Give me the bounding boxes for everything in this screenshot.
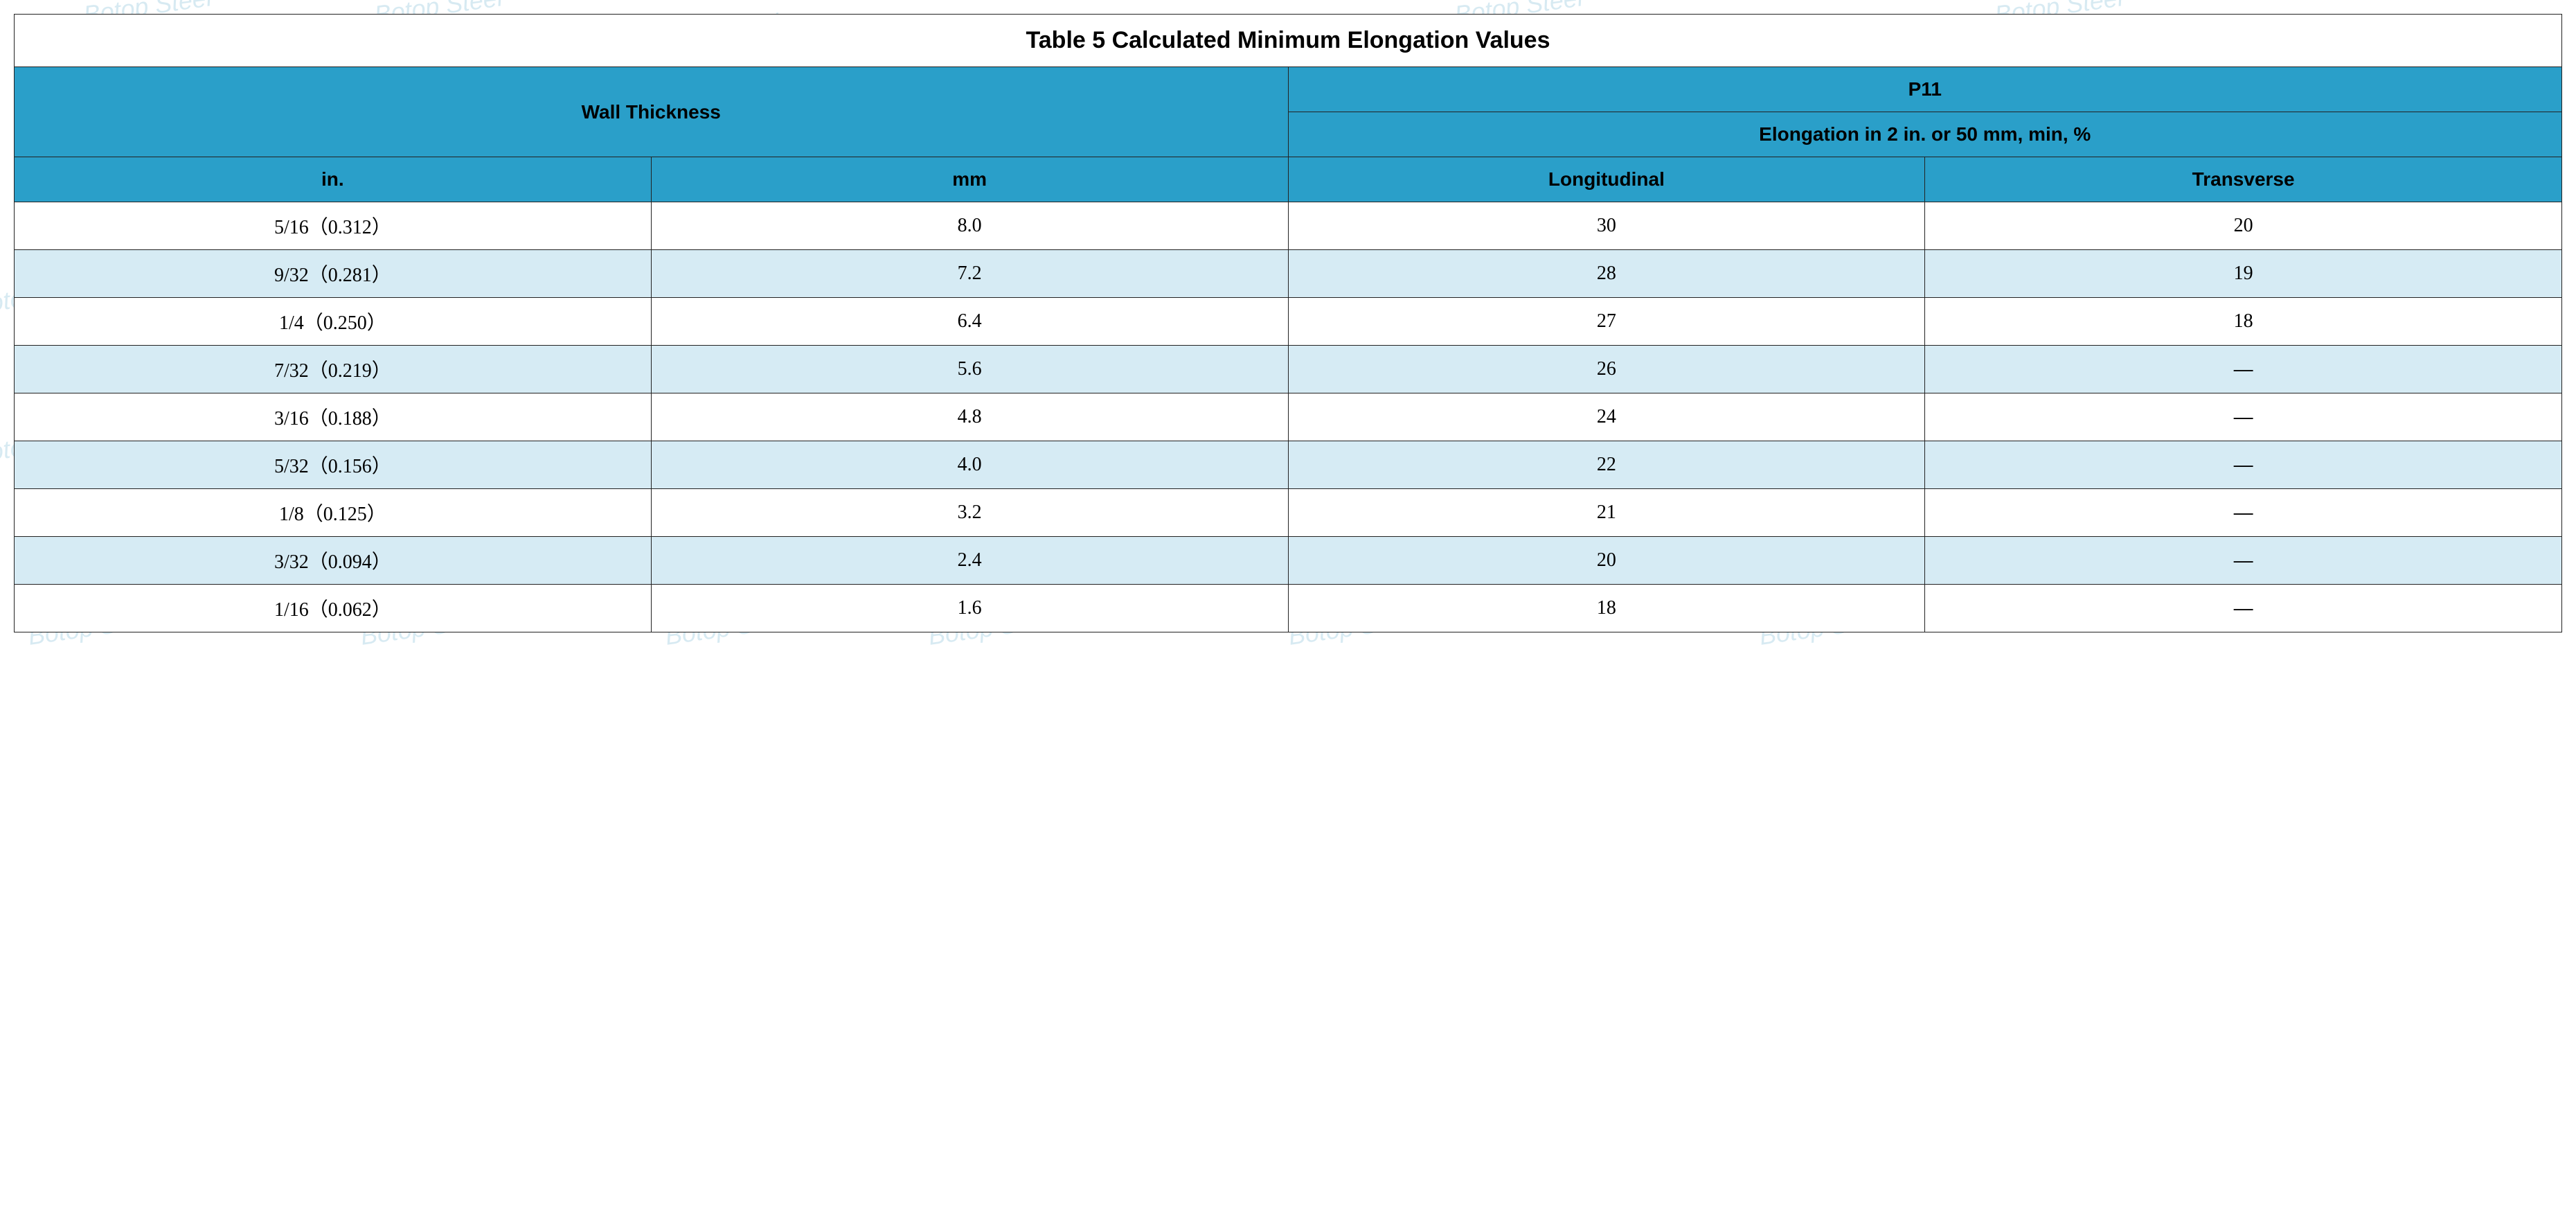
cell-mm: 3.2 <box>651 489 1288 537</box>
cell-in: 5/16（0.312） <box>15 202 652 250</box>
cell-long: 24 <box>1288 393 1925 441</box>
cell-in: 1/16（0.062） <box>15 585 652 632</box>
cell-mm: 2.4 <box>651 537 1288 585</box>
cell-trans: 20 <box>1925 202 2562 250</box>
cell-long: 18 <box>1288 585 1925 632</box>
table-row: 3/16（0.188）4.824— <box>15 393 2562 441</box>
elongation-table: Table 5 Calculated Minimum Elongation Va… <box>14 14 2562 632</box>
cell-trans: — <box>1925 585 2562 632</box>
table-row: 1/4（0.250）6.42718 <box>15 298 2562 346</box>
table-row: 5/16（0.312）8.03020 <box>15 202 2562 250</box>
cell-mm: 4.0 <box>651 441 1288 489</box>
table-row: 9/32（0.281）7.22819 <box>15 250 2562 298</box>
cell-in: 7/32（0.219） <box>15 346 652 393</box>
cell-long: 20 <box>1288 537 1925 585</box>
cell-in: 3/32（0.094） <box>15 537 652 585</box>
cell-mm: 8.0 <box>651 202 1288 250</box>
cell-trans: — <box>1925 537 2562 585</box>
cell-trans: — <box>1925 393 2562 441</box>
cell-trans: — <box>1925 441 2562 489</box>
cell-long: 21 <box>1288 489 1925 537</box>
table-row: 1/16（0.062）1.618— <box>15 585 2562 632</box>
cell-in: 1/4（0.250） <box>15 298 652 346</box>
cell-long: 27 <box>1288 298 1925 346</box>
table-row: 3/32（0.094）2.420— <box>15 537 2562 585</box>
cell-trans: 19 <box>1925 250 2562 298</box>
cell-mm: 1.6 <box>651 585 1288 632</box>
hdr-wall-thickness: Wall Thickness <box>15 67 1289 157</box>
table-row: 5/32（0.156）4.022— <box>15 441 2562 489</box>
table-row: 1/8（0.125）3.221— <box>15 489 2562 537</box>
cell-trans: — <box>1925 489 2562 537</box>
cell-in: 9/32（0.281） <box>15 250 652 298</box>
cell-mm: 6.4 <box>651 298 1288 346</box>
cell-long: 26 <box>1288 346 1925 393</box>
table-title: Table 5 Calculated Minimum Elongation Va… <box>15 15 2562 67</box>
hdr-col-trans: Transverse <box>1925 157 2562 202</box>
hdr-p11: P11 <box>1288 67 2562 112</box>
cell-in: 5/32（0.156） <box>15 441 652 489</box>
cell-trans: — <box>1925 346 2562 393</box>
hdr-col-mm: mm <box>651 157 1288 202</box>
cell-mm: 7.2 <box>651 250 1288 298</box>
cell-long: 28 <box>1288 250 1925 298</box>
hdr-col-long: Longitudinal <box>1288 157 1925 202</box>
cell-mm: 5.6 <box>651 346 1288 393</box>
cell-in: 3/16（0.188） <box>15 393 652 441</box>
cell-in: 1/8（0.125） <box>15 489 652 537</box>
hdr-elongation-sub: Elongation in 2 in. or 50 mm, min, % <box>1288 112 2562 157</box>
table-row: 7/32（0.219）5.626— <box>15 346 2562 393</box>
cell-long: 30 <box>1288 202 1925 250</box>
hdr-col-in: in. <box>15 157 652 202</box>
cell-mm: 4.8 <box>651 393 1288 441</box>
cell-long: 22 <box>1288 441 1925 489</box>
cell-trans: 18 <box>1925 298 2562 346</box>
